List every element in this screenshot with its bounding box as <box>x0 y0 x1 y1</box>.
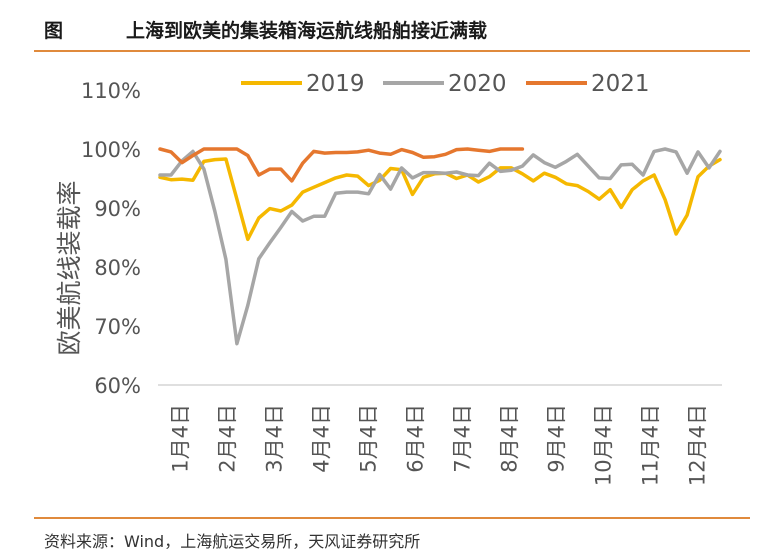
x-tick-label: 9月4日 <box>545 404 569 473</box>
bottom-divider <box>34 517 750 519</box>
legend-label-2020: 2020 <box>448 71 507 97</box>
source-note: 资料来源：Wind，上海航运交易所，天风证券研究所 <box>44 532 421 551</box>
top-divider <box>34 50 750 52</box>
y-tick-label: 110% <box>81 79 141 103</box>
y-tick-label: 80% <box>94 256 141 280</box>
series-2020-line <box>158 147 722 346</box>
y-axis-title: 欧美航线装载率 <box>55 180 84 355</box>
x-tick-label: 11月4日 <box>639 404 663 486</box>
y-tick-label: 70% <box>94 315 141 339</box>
x-tick-label: 3月4日 <box>263 404 287 473</box>
legend: 2019 2020 2021 <box>241 71 650 97</box>
legend-label-2021: 2021 <box>591 71 650 97</box>
series-2019-line <box>158 157 722 242</box>
axes: 60% 70% 80% 90% 100% 110% 1月4日 2月4日 3月4日 4月4日 5月4日… <box>81 79 722 486</box>
x-tick-label: 1月4日 <box>169 404 193 473</box>
x-tick-label: 5月4日 <box>357 404 381 473</box>
y-tick-label: 60% <box>94 374 141 398</box>
figure-label: 图 <box>44 20 64 42</box>
y-tick-label: 100% <box>81 138 141 162</box>
x-tick-label: 12月4日 <box>686 404 710 486</box>
x-tick-label: 6月4日 <box>404 404 428 473</box>
x-tick-label: 2月4日 <box>216 404 240 473</box>
series-2021-line <box>158 147 525 183</box>
x-tick-label: 10月4日 <box>592 404 616 486</box>
x-tick-label: 4月4日 <box>310 404 334 473</box>
figure-title: 上海到欧美的集装箱海运航线船舶接近满载 <box>126 20 488 42</box>
legend-label-2019: 2019 <box>306 71 365 97</box>
y-tick-label: 90% <box>94 197 141 221</box>
x-tick-label: 7月4日 <box>451 404 475 473</box>
series-lines <box>158 147 722 346</box>
x-tick-label: 8月4日 <box>498 404 522 473</box>
